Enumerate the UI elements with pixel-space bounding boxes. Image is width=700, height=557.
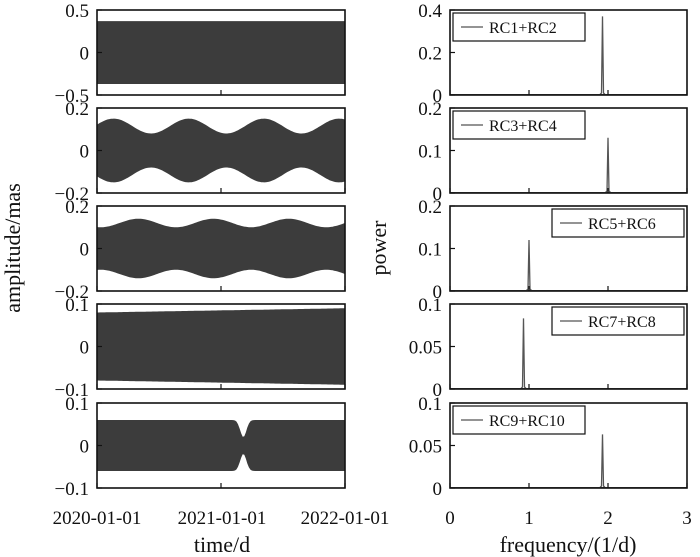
signal-envelope bbox=[97, 21, 345, 85]
y-tick-label: 0 bbox=[80, 142, 90, 163]
y-tick-label: 0 bbox=[433, 380, 443, 401]
y-tick-label: 0.2 bbox=[418, 197, 442, 218]
y-tick-label: 0.2 bbox=[418, 44, 442, 65]
y-tick-label: 0.05 bbox=[409, 437, 442, 458]
y-tick-label: 0 bbox=[433, 479, 443, 500]
y-tick-label: 0 bbox=[80, 437, 90, 458]
y-tick-label: 0.1 bbox=[65, 295, 89, 316]
spectrum-peak bbox=[520, 318, 527, 390]
y-tick-label: 0 bbox=[80, 44, 90, 65]
right-x-tick-2: 2 bbox=[603, 508, 613, 529]
y-tick-label: 0.1 bbox=[418, 142, 442, 163]
time-series-panel-2: 0.2 0 −0.2 bbox=[55, 99, 346, 205]
spectrum-peak bbox=[599, 16, 606, 96]
time-series-panel-4: 0.1 0 −0.1 bbox=[55, 295, 346, 401]
legend-label: RC5+RC6 bbox=[588, 216, 656, 233]
y-tick-label: −0.1 bbox=[55, 380, 89, 401]
y-tick-label: 0.1 bbox=[418, 394, 442, 415]
spectrum-peak bbox=[525, 239, 533, 292]
signal-envelope bbox=[97, 218, 345, 279]
legend: RC7+RC8 bbox=[551, 306, 685, 336]
legend-label: RC3+RC4 bbox=[489, 118, 557, 135]
spectrum-panel-1: 0.4 0.2 0 RC1+RC2 bbox=[418, 1, 688, 107]
left-x-tick-2: 2021-01-01 bbox=[178, 508, 267, 529]
legend-label: RC9+RC10 bbox=[489, 413, 565, 430]
left-x-axis-title: time/d bbox=[194, 532, 250, 557]
legend-label: RC7+RC8 bbox=[588, 314, 656, 331]
y-tick-label: 0 bbox=[80, 240, 90, 261]
y-tick-label: 0.1 bbox=[418, 295, 442, 316]
spectrum-peak bbox=[599, 434, 606, 489]
legend: RC5+RC6 bbox=[551, 208, 685, 238]
time-series-panel-3: 0.2 0 −0.2 bbox=[55, 197, 346, 303]
left-x-tick-3: 2022-01-01 bbox=[301, 508, 390, 529]
legend: RC3+RC4 bbox=[452, 110, 586, 140]
spectrum-peak bbox=[604, 137, 612, 194]
left-panels: 0.50−0.50.20−0.20.20−0.20.10−0.10.10−0.1 bbox=[55, 1, 346, 500]
y-tick-label: 0.1 bbox=[65, 394, 89, 415]
left-y-axis-title: amplitude/mas bbox=[0, 183, 25, 313]
y-tick-label: 0.2 bbox=[418, 99, 442, 120]
legend: RC1+RC2 bbox=[452, 12, 586, 42]
y-tick-label: 0.05 bbox=[409, 338, 442, 359]
y-tick-label: −0.2 bbox=[55, 184, 89, 205]
spectrum-panel-2: 0.2 0.1 0 RC3+RC4 bbox=[418, 99, 688, 205]
y-tick-label: 0 bbox=[433, 184, 443, 205]
spectrum-panel-3: 0.2 0.1 0 RC5+RC6 bbox=[418, 197, 688, 303]
right-x-tick-3: 3 bbox=[682, 508, 692, 529]
y-tick-label: 0 bbox=[433, 86, 443, 107]
signal-envelope bbox=[97, 308, 345, 385]
right-x-axis-title: frequency/(1/d) bbox=[500, 532, 637, 557]
y-tick-label: −0.1 bbox=[55, 479, 89, 500]
y-tick-label: −0.2 bbox=[55, 282, 89, 303]
right-x-tick-0: 0 bbox=[445, 508, 455, 529]
right-x-tick-1: 1 bbox=[524, 508, 534, 529]
signal-envelope bbox=[97, 420, 345, 471]
time-series-panel-5: 0.1 0 −0.1 bbox=[55, 394, 346, 500]
y-tick-label: 0.4 bbox=[418, 1, 442, 22]
signal-envelope bbox=[97, 118, 345, 183]
y-tick-label: 0.5 bbox=[65, 1, 89, 22]
legend: RC9+RC10 bbox=[452, 405, 586, 435]
legend-label: RC1+RC2 bbox=[489, 20, 557, 37]
spectrum-panel-5: 0.1 0.05 0 RC9+RC10 bbox=[409, 394, 688, 500]
left-x-tick-1: 2020-01-01 bbox=[53, 508, 142, 529]
y-tick-label: 0 bbox=[80, 338, 90, 359]
y-tick-label: 0.2 bbox=[65, 99, 89, 120]
y-tick-label: 0.1 bbox=[418, 240, 442, 261]
right-y-axis-title: power bbox=[366, 220, 391, 276]
spectrum-panel-4: 0.1 0.05 0 RC7+RC8 bbox=[409, 295, 688, 401]
y-tick-label: 0.2 bbox=[65, 197, 89, 218]
y-tick-label: 0 bbox=[433, 282, 443, 303]
right-panels: 0.40.20RC1+RC20.20.10RC3+RC40.20.10RC5+R… bbox=[409, 1, 688, 500]
y-tick-label: −0.5 bbox=[55, 86, 89, 107]
time-series-panel-1: 0.5 0 −0.5 bbox=[55, 1, 346, 107]
